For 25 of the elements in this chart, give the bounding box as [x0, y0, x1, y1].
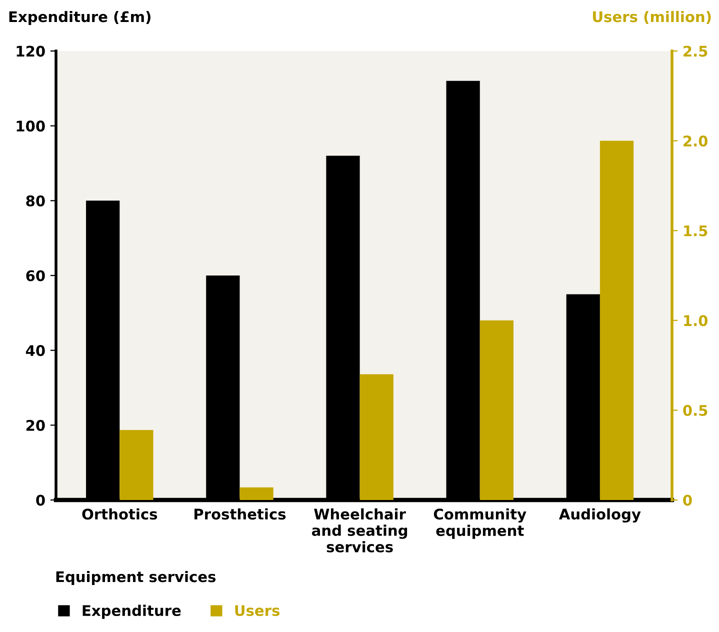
x-tick-label: Wheelchair and seating services [312, 508, 408, 552]
y2-axis-title: Users (million) [593, 10, 711, 24]
y-tick-label: 120 [16, 46, 45, 57]
y2-tick-label: 1.0 [684, 315, 708, 326]
x-tick-label: Orthotics [82, 508, 158, 520]
bar [240, 487, 274, 500]
y-tick-label: 100 [16, 120, 45, 132]
x-tick-label: Community equipment [434, 508, 526, 539]
legend-label: Users [235, 605, 280, 616]
y-tick-label: 80 [26, 195, 45, 206]
bar [120, 430, 154, 500]
x-axis-title: Equipment services [56, 570, 216, 586]
y-tick-label: 60 [26, 270, 45, 282]
y2-tick-label: 2.0 [684, 136, 708, 147]
y-tick-label: 40 [26, 345, 45, 356]
y-tick-label: 20 [26, 420, 45, 431]
x-tick-label: Audiology [558, 508, 641, 523]
y-axis-title: Expenditure (£m) [9, 10, 150, 26]
y-tick-label: 0 [36, 494, 45, 506]
y2-tick-label: 0.5 [683, 404, 708, 416]
y2-tick-label: 0 [683, 494, 692, 506]
y2-tick-label: 1.5 [684, 226, 708, 236]
y2-tick-label: 2.5 [684, 46, 708, 57]
x-tick-label: Prosthetics [194, 508, 286, 520]
legend-label: Expenditure [82, 604, 181, 619]
